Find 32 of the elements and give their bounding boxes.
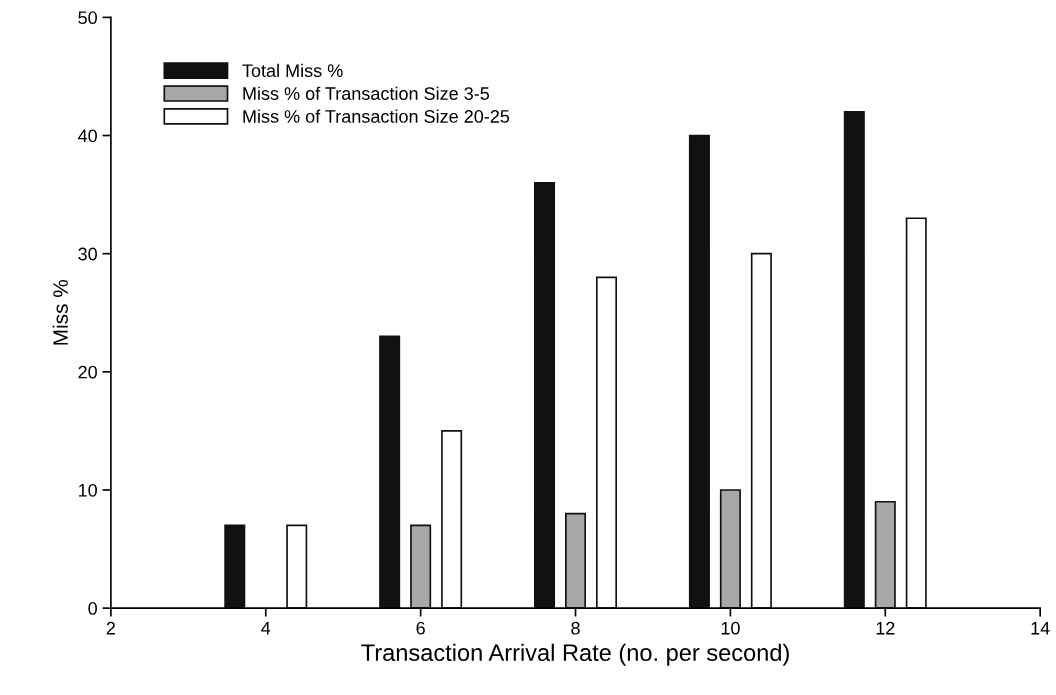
x-axis-title: Transaction Arrival Rate (no. per second) — [361, 643, 789, 666]
y-tick-label: 30 — [78, 247, 97, 261]
y-tick-label: 20 — [78, 365, 97, 379]
y-tick-label: 40 — [78, 129, 97, 143]
x-tick-label: 14 — [1031, 621, 1050, 635]
y-tick-label: 0 — [88, 602, 97, 615]
bar — [379, 335, 401, 609]
bar — [565, 512, 587, 609]
bar — [534, 181, 556, 609]
y-tick-label: 10 — [78, 483, 97, 497]
x-tick-label: 4 — [261, 621, 271, 635]
bar — [224, 524, 246, 609]
legend-label: Miss % of Transaction Size 20-25 — [243, 109, 510, 123]
bar — [410, 524, 432, 609]
legend-label: Miss % of Transaction Size 3-5 — [243, 86, 490, 100]
x-tick-label: 10 — [721, 621, 740, 635]
bar — [441, 430, 463, 609]
x-tick-label: 8 — [571, 621, 580, 635]
bar — [286, 524, 308, 609]
bar — [905, 217, 927, 609]
y-axis-title: Miss % — [52, 279, 68, 345]
legend-label: Total Miss % — [242, 63, 343, 78]
bar — [843, 111, 865, 609]
x-tick-label: 12 — [876, 621, 895, 635]
bar — [595, 276, 618, 609]
y-tick-label: 50 — [78, 11, 97, 25]
bar — [750, 252, 772, 609]
x-tick-label: 2 — [106, 621, 115, 635]
bar — [874, 500, 896, 609]
bar — [719, 489, 741, 609]
x-tick-label: 6 — [416, 621, 425, 635]
bar — [688, 134, 710, 609]
